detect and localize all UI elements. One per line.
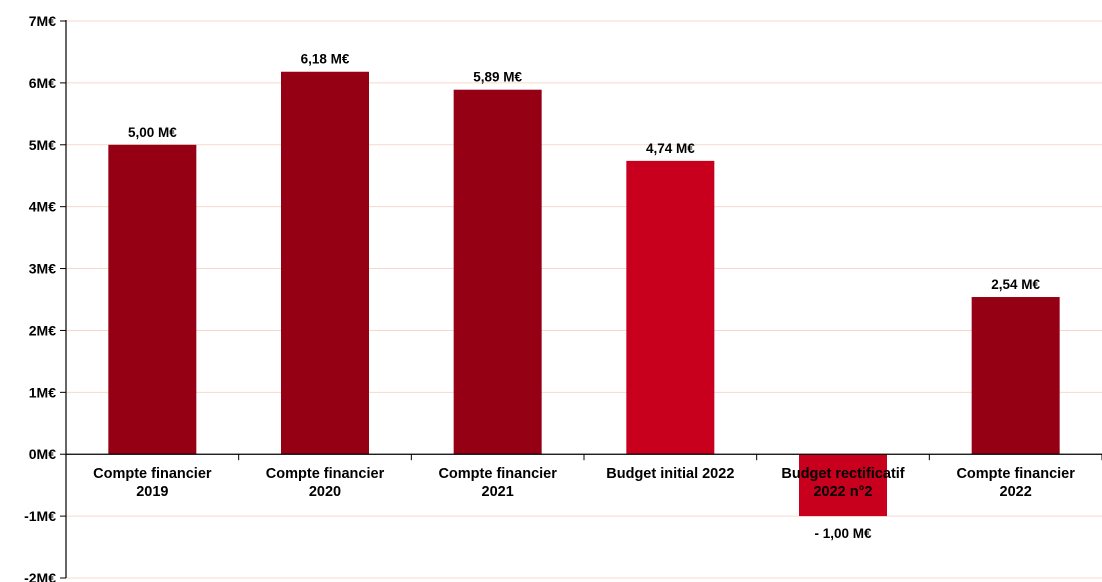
data-label: 2,54 M€ xyxy=(991,277,1040,292)
labels: 5,00 M€ 6,18 M€ 5,89 M€ 4,74 M€ - 1,00 M€ 2,5… xyxy=(93,52,1075,541)
y-tick-label: 7M€ xyxy=(29,13,56,29)
category-label-line: Budget rectificatif xyxy=(781,466,904,482)
bar xyxy=(971,297,1060,455)
category-label: Compte financier 2021 xyxy=(438,466,557,500)
y-tick-label: 5M€ xyxy=(29,137,56,153)
bar xyxy=(108,144,197,455)
axes: 7M€ 6M€ 5M€ 4M€ 3M€ 2M€ 1M€ 0M€ -1M€ -2M€ xyxy=(24,13,1102,582)
y-tick-label: 6M€ xyxy=(29,75,56,91)
bar xyxy=(626,160,715,455)
category-label-line: Budget initial 2022 xyxy=(606,466,734,482)
category-label-line: 2022 xyxy=(1000,484,1032,500)
category-label: Compte financier 2022 xyxy=(956,466,1075,500)
bar xyxy=(281,71,369,455)
data-label: 6,18 M€ xyxy=(301,52,350,67)
category-label-line: 2022 n°2 xyxy=(813,484,872,500)
category-label-line: 2020 xyxy=(309,484,341,500)
gridlines xyxy=(66,20,1102,579)
data-label: 5,00 M€ xyxy=(128,125,177,140)
category-label: Compte financier 2020 xyxy=(266,466,385,500)
data-label: 4,74 M€ xyxy=(646,141,695,156)
category-label-line: 2021 xyxy=(482,484,514,500)
y-tick-label: 3M€ xyxy=(29,261,56,277)
y-tick-label: -2M€ xyxy=(24,570,56,582)
category-label: Budget rectificatif 2022 n°2 xyxy=(781,466,904,500)
y-tick-label: 0M€ xyxy=(29,446,56,462)
bar xyxy=(453,89,542,455)
data-label: - 1,00 M€ xyxy=(814,526,872,541)
category-label-line: Compte financier xyxy=(438,466,557,482)
category-label-line: Compte financier xyxy=(93,466,212,482)
bars xyxy=(108,71,1060,517)
y-tick-label: 2M€ xyxy=(29,322,56,338)
category-label-line: Compte financier xyxy=(956,466,1075,482)
category-label-line: Compte financier xyxy=(266,466,385,482)
category-label: Budget initial 2022 xyxy=(606,466,734,482)
category-label-line: 2019 xyxy=(136,484,168,500)
y-tick-label: 1M€ xyxy=(29,384,56,400)
category-label: Compte financier 2019 xyxy=(93,466,212,500)
y-tick-label: -1M€ xyxy=(24,508,56,524)
data-label: 5,89 M€ xyxy=(473,70,522,85)
bar xyxy=(799,454,887,517)
y-tick-label: 4M€ xyxy=(29,199,56,215)
